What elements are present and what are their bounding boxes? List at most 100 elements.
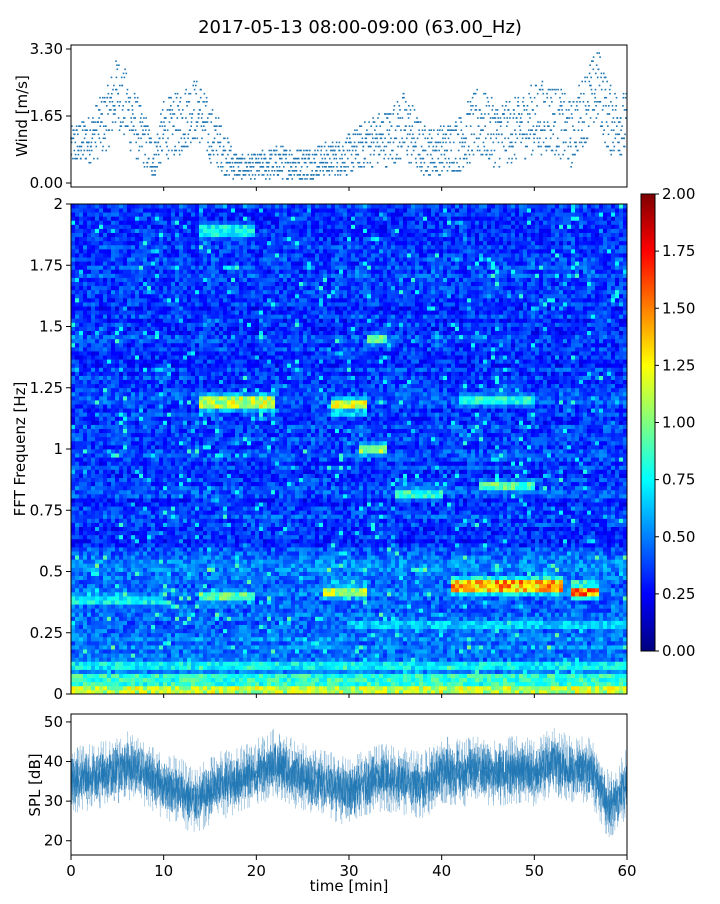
wind-point xyxy=(194,138,196,140)
heatmap-cell xyxy=(575,674,579,678)
heatmap-cell xyxy=(587,686,591,690)
wind-point xyxy=(148,158,150,160)
heatmap-cell xyxy=(183,686,187,690)
heatmap-cell xyxy=(471,674,475,678)
wind-point xyxy=(490,134,492,136)
heatmap-cell xyxy=(171,604,175,608)
wind-point xyxy=(319,166,321,168)
heatmap-cell xyxy=(403,686,407,690)
heatmap-cell xyxy=(203,649,207,653)
heatmap-cell xyxy=(339,633,343,637)
heatmap-cell xyxy=(243,674,247,678)
heatmap-cell xyxy=(171,645,175,649)
heatmap-cell xyxy=(419,612,423,616)
heatmap-cell xyxy=(207,665,211,669)
heatmap-cell xyxy=(123,665,127,669)
heatmap-cell xyxy=(391,625,395,629)
heatmap-cell xyxy=(567,665,571,669)
heatmap-cell xyxy=(603,625,607,629)
heatmap-cell xyxy=(551,633,555,637)
heatmap-cell xyxy=(475,665,479,669)
wind-point xyxy=(196,125,198,127)
wind-point xyxy=(122,85,124,87)
wind-point xyxy=(299,162,301,164)
wind-point xyxy=(188,93,190,95)
heatmap-cell xyxy=(583,678,587,682)
heatmap-cell xyxy=(219,686,223,690)
heatmap-cell xyxy=(387,653,391,657)
heatmap-cell xyxy=(247,661,251,665)
heatmap-cell xyxy=(143,612,147,616)
heatmap-cell xyxy=(479,657,483,661)
heatmap-cell xyxy=(103,665,107,669)
wind-point xyxy=(194,89,196,91)
wind-point xyxy=(80,158,82,160)
wind-point xyxy=(349,138,351,140)
heatmap-cell xyxy=(547,653,551,657)
heatmap-cell xyxy=(139,625,143,629)
wind-point xyxy=(107,113,109,115)
wind-point xyxy=(93,158,95,160)
heatmap-cell xyxy=(487,657,491,661)
wind-point xyxy=(201,125,203,127)
heatmap-cell xyxy=(143,608,147,612)
heatmap-cell xyxy=(327,678,331,682)
heatmap-cell xyxy=(415,604,419,608)
heatmap-cell xyxy=(87,608,91,612)
wind-point xyxy=(101,113,103,115)
wind-point xyxy=(323,174,325,176)
heatmap-cell xyxy=(339,665,343,669)
heatmap-cell xyxy=(187,678,191,682)
wind-point xyxy=(268,170,270,172)
heatmap-cell xyxy=(467,625,471,629)
heatmap-cell xyxy=(503,629,507,633)
heatmap-cell xyxy=(579,657,583,661)
heatmap-cell xyxy=(311,612,315,616)
heatmap-cell xyxy=(327,633,331,637)
heatmap-cell xyxy=(187,657,191,661)
wind-point xyxy=(231,166,233,168)
wind-point xyxy=(285,162,287,164)
heatmap-cell xyxy=(215,657,219,661)
heatmap-cell xyxy=(491,621,495,625)
heatmap-cell xyxy=(543,612,547,616)
heatmap-cell xyxy=(303,608,307,612)
wind-point xyxy=(211,113,213,115)
wind-point xyxy=(534,97,536,99)
heatmap-cell xyxy=(87,633,91,637)
wind-point xyxy=(440,142,442,144)
heatmap-cell xyxy=(143,645,147,649)
heatmap-cell xyxy=(139,604,143,608)
heatmap-cell xyxy=(451,616,455,620)
heatmap-cell xyxy=(295,637,299,641)
heatmap-cell xyxy=(339,641,343,645)
heatmap-cell xyxy=(555,665,559,669)
heatmap-cell xyxy=(163,621,167,625)
heatmap-cell xyxy=(503,621,507,625)
heatmap-cell xyxy=(179,633,183,637)
heatmap-cell xyxy=(615,629,619,633)
heatmap-cell xyxy=(383,604,387,608)
wind-point xyxy=(610,85,612,87)
heatmap-cell xyxy=(163,616,167,620)
heatmap-cell xyxy=(519,674,523,678)
heatmap-cell xyxy=(183,661,187,665)
heatmap-cell xyxy=(435,608,439,612)
heatmap-cell xyxy=(543,629,547,633)
heatmap-cell xyxy=(443,604,447,608)
wind-point xyxy=(618,142,620,144)
wind-point xyxy=(156,154,158,156)
heatmap-cell xyxy=(107,674,111,678)
heatmap-cell xyxy=(163,637,167,641)
heatmap-cell xyxy=(335,604,339,608)
wind-point xyxy=(242,154,244,156)
wind-point xyxy=(507,121,509,123)
heatmap-cell xyxy=(543,674,547,678)
heatmap-cell xyxy=(139,621,143,625)
heatmap-cell xyxy=(211,657,215,661)
heatmap-cell xyxy=(99,633,103,637)
heatmap-cell xyxy=(611,637,615,641)
heatmap-cell xyxy=(203,633,207,637)
heatmap-cell xyxy=(519,637,523,641)
wind-point xyxy=(140,138,142,140)
